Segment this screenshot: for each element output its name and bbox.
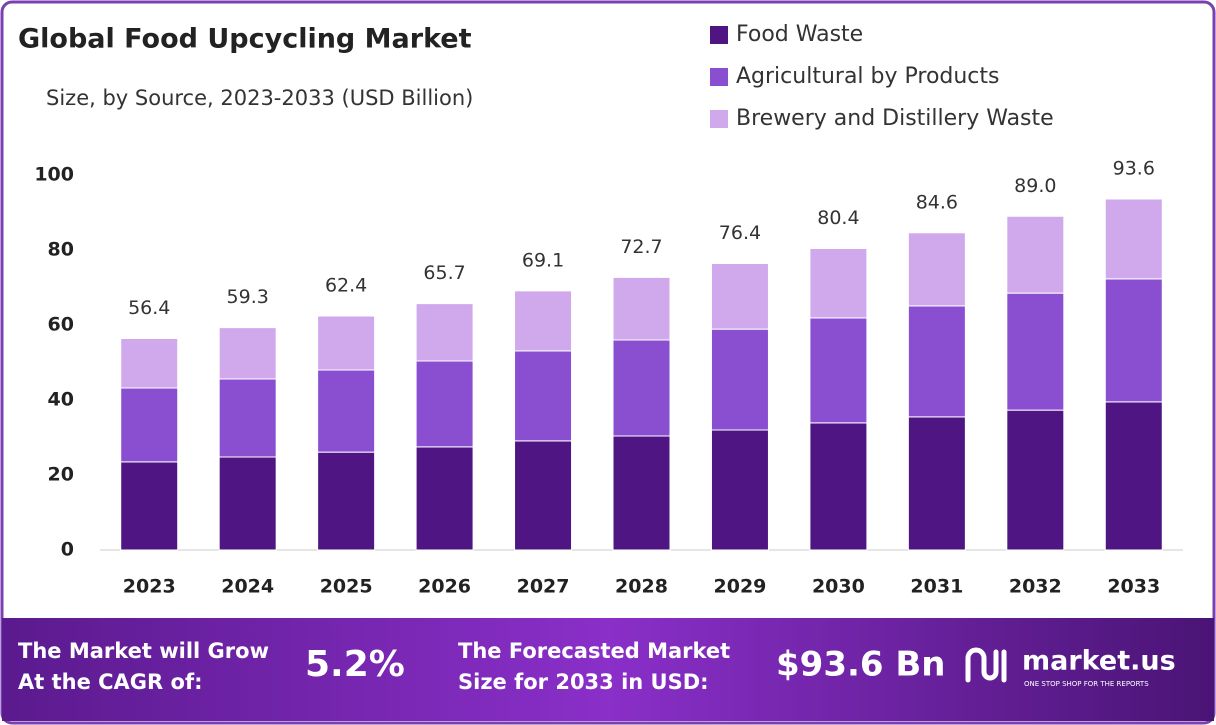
bar-segment [120,387,179,463]
bar-segment [1104,401,1163,551]
x-tick-label: 2024 [221,576,274,598]
bar-segment [710,429,769,551]
total-label: 76.4 [719,222,761,244]
x-tick-label: 2033 [1107,576,1160,598]
bar-segment [710,263,769,330]
bar-segment [120,338,179,389]
y-tick-label: 100 [34,164,74,186]
bar-segment [612,435,671,551]
chart-subtitle: Size, by Source, 2023-2033 (USD Billion) [46,86,473,110]
footer-text: At the CAGR of: [18,670,203,694]
bar-segment [809,317,868,424]
footer-text: The Forecasted Market [458,639,730,663]
cagr-value: 5.2% [305,644,405,685]
forecast-value: $93.6 Bn [776,645,946,685]
total-label: 59.3 [227,286,269,308]
legend-label: Brewery and Distillery Waste [736,106,1054,131]
footer-band [2,618,1214,721]
bar-segment [415,446,474,551]
bar-segment [612,276,671,341]
brand-tagline: ONE STOP SHOP FOR THE REPORTS [1024,680,1149,688]
y-tick-label: 60 [48,314,74,336]
total-label: 93.6 [1113,158,1155,180]
bar-segment [907,416,966,551]
bar-segment [120,461,179,551]
bar-segment [1006,292,1065,411]
legend-swatch [710,110,728,128]
bar-segment [514,290,573,352]
x-tick-label: 2032 [1009,576,1062,598]
bar-segment [317,451,376,551]
total-label: 69.1 [522,249,564,271]
y-tick-label: 80 [48,239,74,261]
bar-segment [514,440,573,551]
bar-segment [907,232,966,307]
legend-swatch [710,26,728,44]
x-tick-label: 2028 [615,576,668,598]
x-tick-label: 2026 [418,576,471,598]
bar-segment [710,328,769,431]
footer-text: The Market will Grow [18,639,269,663]
y-tick-label: 0 [61,539,74,561]
chart-title: Global Food Upcycling Market [18,24,472,55]
bar-segment [1104,198,1163,280]
legend-swatch [710,68,728,86]
y-tick-label: 40 [48,389,74,411]
x-tick-label: 2023 [123,576,176,598]
legend-label: Agricultural by Products [736,64,1000,89]
total-label: 89.0 [1014,175,1056,197]
total-label: 62.4 [325,275,367,297]
total-label: 56.4 [128,297,170,319]
bar-segment [809,248,868,319]
total-label: 72.7 [620,236,662,258]
total-label: 84.6 [916,191,958,213]
bar-segment [317,369,376,453]
bar-segment [218,327,277,380]
footer-text: Size for 2033 in USD: [458,670,709,694]
x-tick-label: 2030 [812,576,865,598]
y-tick-label: 20 [48,464,74,486]
bar-segment [1104,278,1163,403]
bar-segment [809,422,868,551]
bar-segment [1006,215,1065,294]
bar-segment [907,305,966,418]
x-tick-label: 2025 [320,576,373,598]
x-tick-label: 2029 [714,576,767,598]
total-label: 65.7 [423,262,465,284]
x-tick-label: 2031 [910,576,963,598]
brand-name: market.us [1022,646,1176,677]
bar-segment [218,456,277,551]
bar-segment [317,315,376,371]
bar-segment [612,339,671,437]
brand-logo [965,647,1007,683]
x-tick-label: 2027 [517,576,570,598]
bar-segment [415,303,474,362]
bar-segment [218,378,277,458]
bar-segment [1006,409,1065,551]
bar-segment [415,360,474,448]
bar-segment [514,350,573,442]
total-label: 80.4 [817,207,859,229]
legend-label: Food Waste [736,22,863,47]
